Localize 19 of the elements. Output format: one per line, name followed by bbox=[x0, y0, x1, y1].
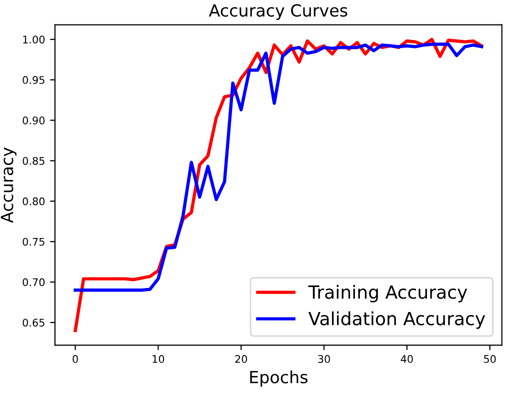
y-tick-label: 0.85 bbox=[22, 156, 44, 165]
legend-label: Training Accuracy bbox=[308, 284, 468, 302]
y-tick-label: 0.75 bbox=[22, 238, 44, 246]
chart-title: Accuracy Curves bbox=[208, 4, 348, 20]
y-tick-label: 0.90 bbox=[22, 116, 45, 124]
x-tick-label: 40 bbox=[400, 355, 413, 363]
x-tick-label: 50 bbox=[484, 355, 496, 363]
y-tick-label: 0.80 bbox=[22, 197, 45, 206]
y-axis-title: Accuracy bbox=[0, 147, 16, 223]
x-tick-label: 0 bbox=[72, 355, 78, 363]
x-tick-label: 10 bbox=[152, 355, 164, 363]
x-tick-label: 20 bbox=[235, 355, 248, 363]
y-tick-label: 0.95 bbox=[22, 76, 44, 84]
x-tick-label: 30 bbox=[318, 355, 330, 363]
y-tick-label: 1.00 bbox=[23, 36, 45, 44]
y-tick-label: 0.65 bbox=[22, 318, 44, 327]
x-axis-title: Epochs bbox=[250, 370, 308, 387]
legend-label: Validation Accuracy bbox=[308, 311, 486, 329]
y-tick-label: 0.70 bbox=[22, 278, 45, 286]
